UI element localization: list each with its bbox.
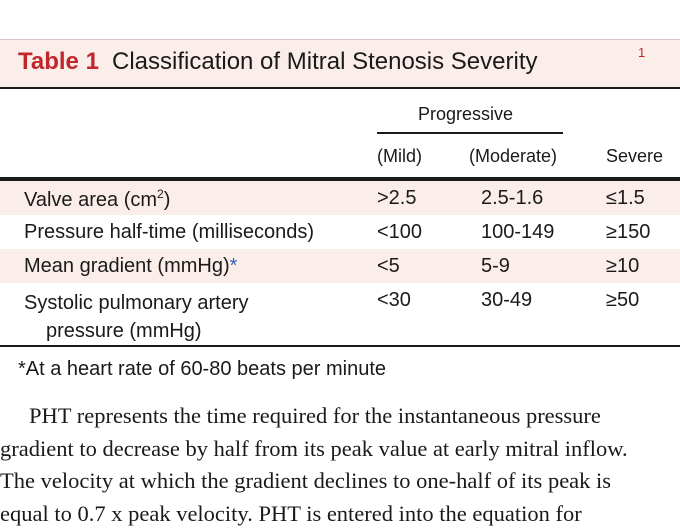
row-severe-value: ≥10 (606, 255, 639, 278)
body-paragraph: PHT represents the time required for the… (0, 400, 680, 530)
col-header-moderate: (Moderate) (469, 146, 557, 167)
group-header-progressive: Progressive (418, 104, 513, 125)
row-mild-value: <100 (377, 221, 422, 244)
row-moderate-value: 5-9 (481, 255, 510, 278)
row-moderate-value: 100-149 (481, 221, 554, 244)
row-mild-value: <5 (377, 255, 400, 278)
superscript: 2 (157, 187, 164, 201)
row-severe-value: ≤1.5 (606, 187, 645, 210)
table-title: Classification of Mitral Stenosis Severi… (112, 48, 537, 76)
row-moderate-value: 30-49 (481, 289, 532, 312)
row-severe-value: ≥50 (606, 289, 639, 312)
table-row: Mean gradient (mmHg)* <5 5-9 ≥10 (0, 249, 680, 283)
body-line: PHT represents the time required for the… (0, 400, 680, 433)
table-ref-marker: 1 (638, 45, 645, 60)
table-row: Valve area (cm2) >2.5 2.5-1.6 ≤1.5 (0, 181, 680, 215)
body-line: equal to 0.7 x peak velocity. PHT is ent… (0, 498, 680, 530)
body-line: gradient to decrease by half from its pe… (0, 433, 680, 466)
row-severe-value: ≥150 (606, 221, 650, 244)
row-mild-value: <30 (377, 289, 411, 312)
body-line: The velocity at which the gradient decli… (0, 465, 680, 498)
footnote-marker: * (230, 255, 238, 277)
group-header-rule (377, 132, 563, 134)
col-header-severe: Severe (606, 146, 663, 167)
row-param: Pressure half-time (milliseconds) (24, 221, 314, 244)
row-moderate-value: 2.5-1.6 (481, 187, 543, 210)
table-label: Table 1 (18, 48, 99, 76)
col-header-mild: (Mild) (377, 146, 422, 167)
row-param: Valve area (cm2) (24, 187, 170, 212)
table-title-bar: Table 1 Classification of Mitral Stenosi… (0, 39, 680, 89)
table-footnote: *At a heart rate of 60-80 beats per minu… (18, 358, 386, 381)
table-row: Pressure half-time (milliseconds) <100 1… (0, 215, 680, 249)
table-bottom-rule (0, 345, 680, 347)
row-param: Mean gradient (mmHg)* (24, 255, 237, 278)
row-mild-value: >2.5 (377, 187, 416, 210)
